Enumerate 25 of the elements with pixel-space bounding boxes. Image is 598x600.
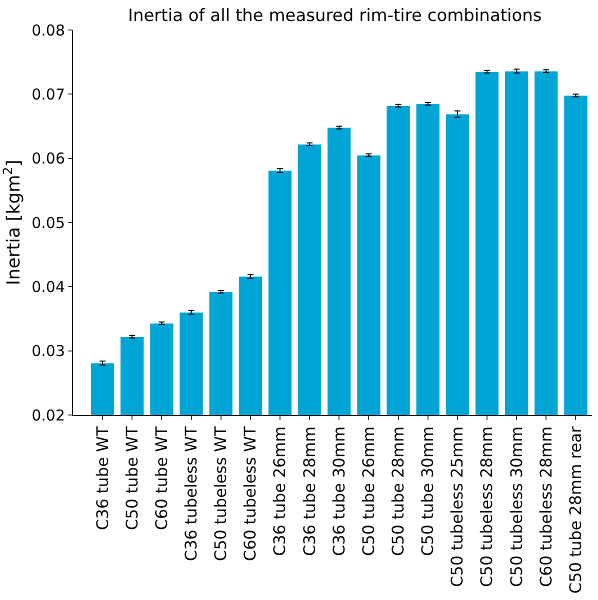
x-tick-label: C50 tubeless 30mm <box>506 426 526 588</box>
x-tick-label: C36 tube 26mm <box>270 426 290 556</box>
chart-title: Inertia of all the measured rim-tire combinations <box>128 6 542 26</box>
x-tick-label: C50 tubeless 25mm <box>448 426 467 588</box>
y-tick-label: 0.07 <box>32 85 65 104</box>
x-tick-label: C60 tubeless 28mm <box>536 426 556 588</box>
y-tick-label: 0.05 <box>32 214 65 232</box>
x-tick-label: C60 tube WT <box>152 426 171 530</box>
x-tick-label: C50 tubeless 28mm <box>477 426 496 588</box>
x-tick-label: C36 tube WT <box>92 426 112 530</box>
x-tick-label: C50 tube 30mm <box>418 426 438 556</box>
x-tick-label: C50 tubeless WT <box>211 426 230 562</box>
x-tick-label: C36 tube 28mm <box>300 426 319 556</box>
x-tick-label: C50 tube 28mm <box>388 426 408 556</box>
x-tick-label: C36 tubeless WT <box>181 426 200 562</box>
y-tick-label: 0.02 <box>32 406 65 424</box>
y-tick-label: 0.06 <box>32 150 65 168</box>
x-tick-label: C36 tube 30mm <box>329 426 348 556</box>
y-tick-label: 0.08 <box>32 21 65 40</box>
x-tick-label: C60 tubeless WT <box>240 426 260 562</box>
x-tick-label: C50 tube WT <box>122 426 142 530</box>
x-tick-label: C50 tube 26mm <box>358 426 378 556</box>
x-tick-label: C50 tube 28mm rear <box>566 426 585 594</box>
y-tick-label: 0.03 <box>32 342 65 360</box>
y-tick-label: 0.04 <box>32 278 65 296</box>
